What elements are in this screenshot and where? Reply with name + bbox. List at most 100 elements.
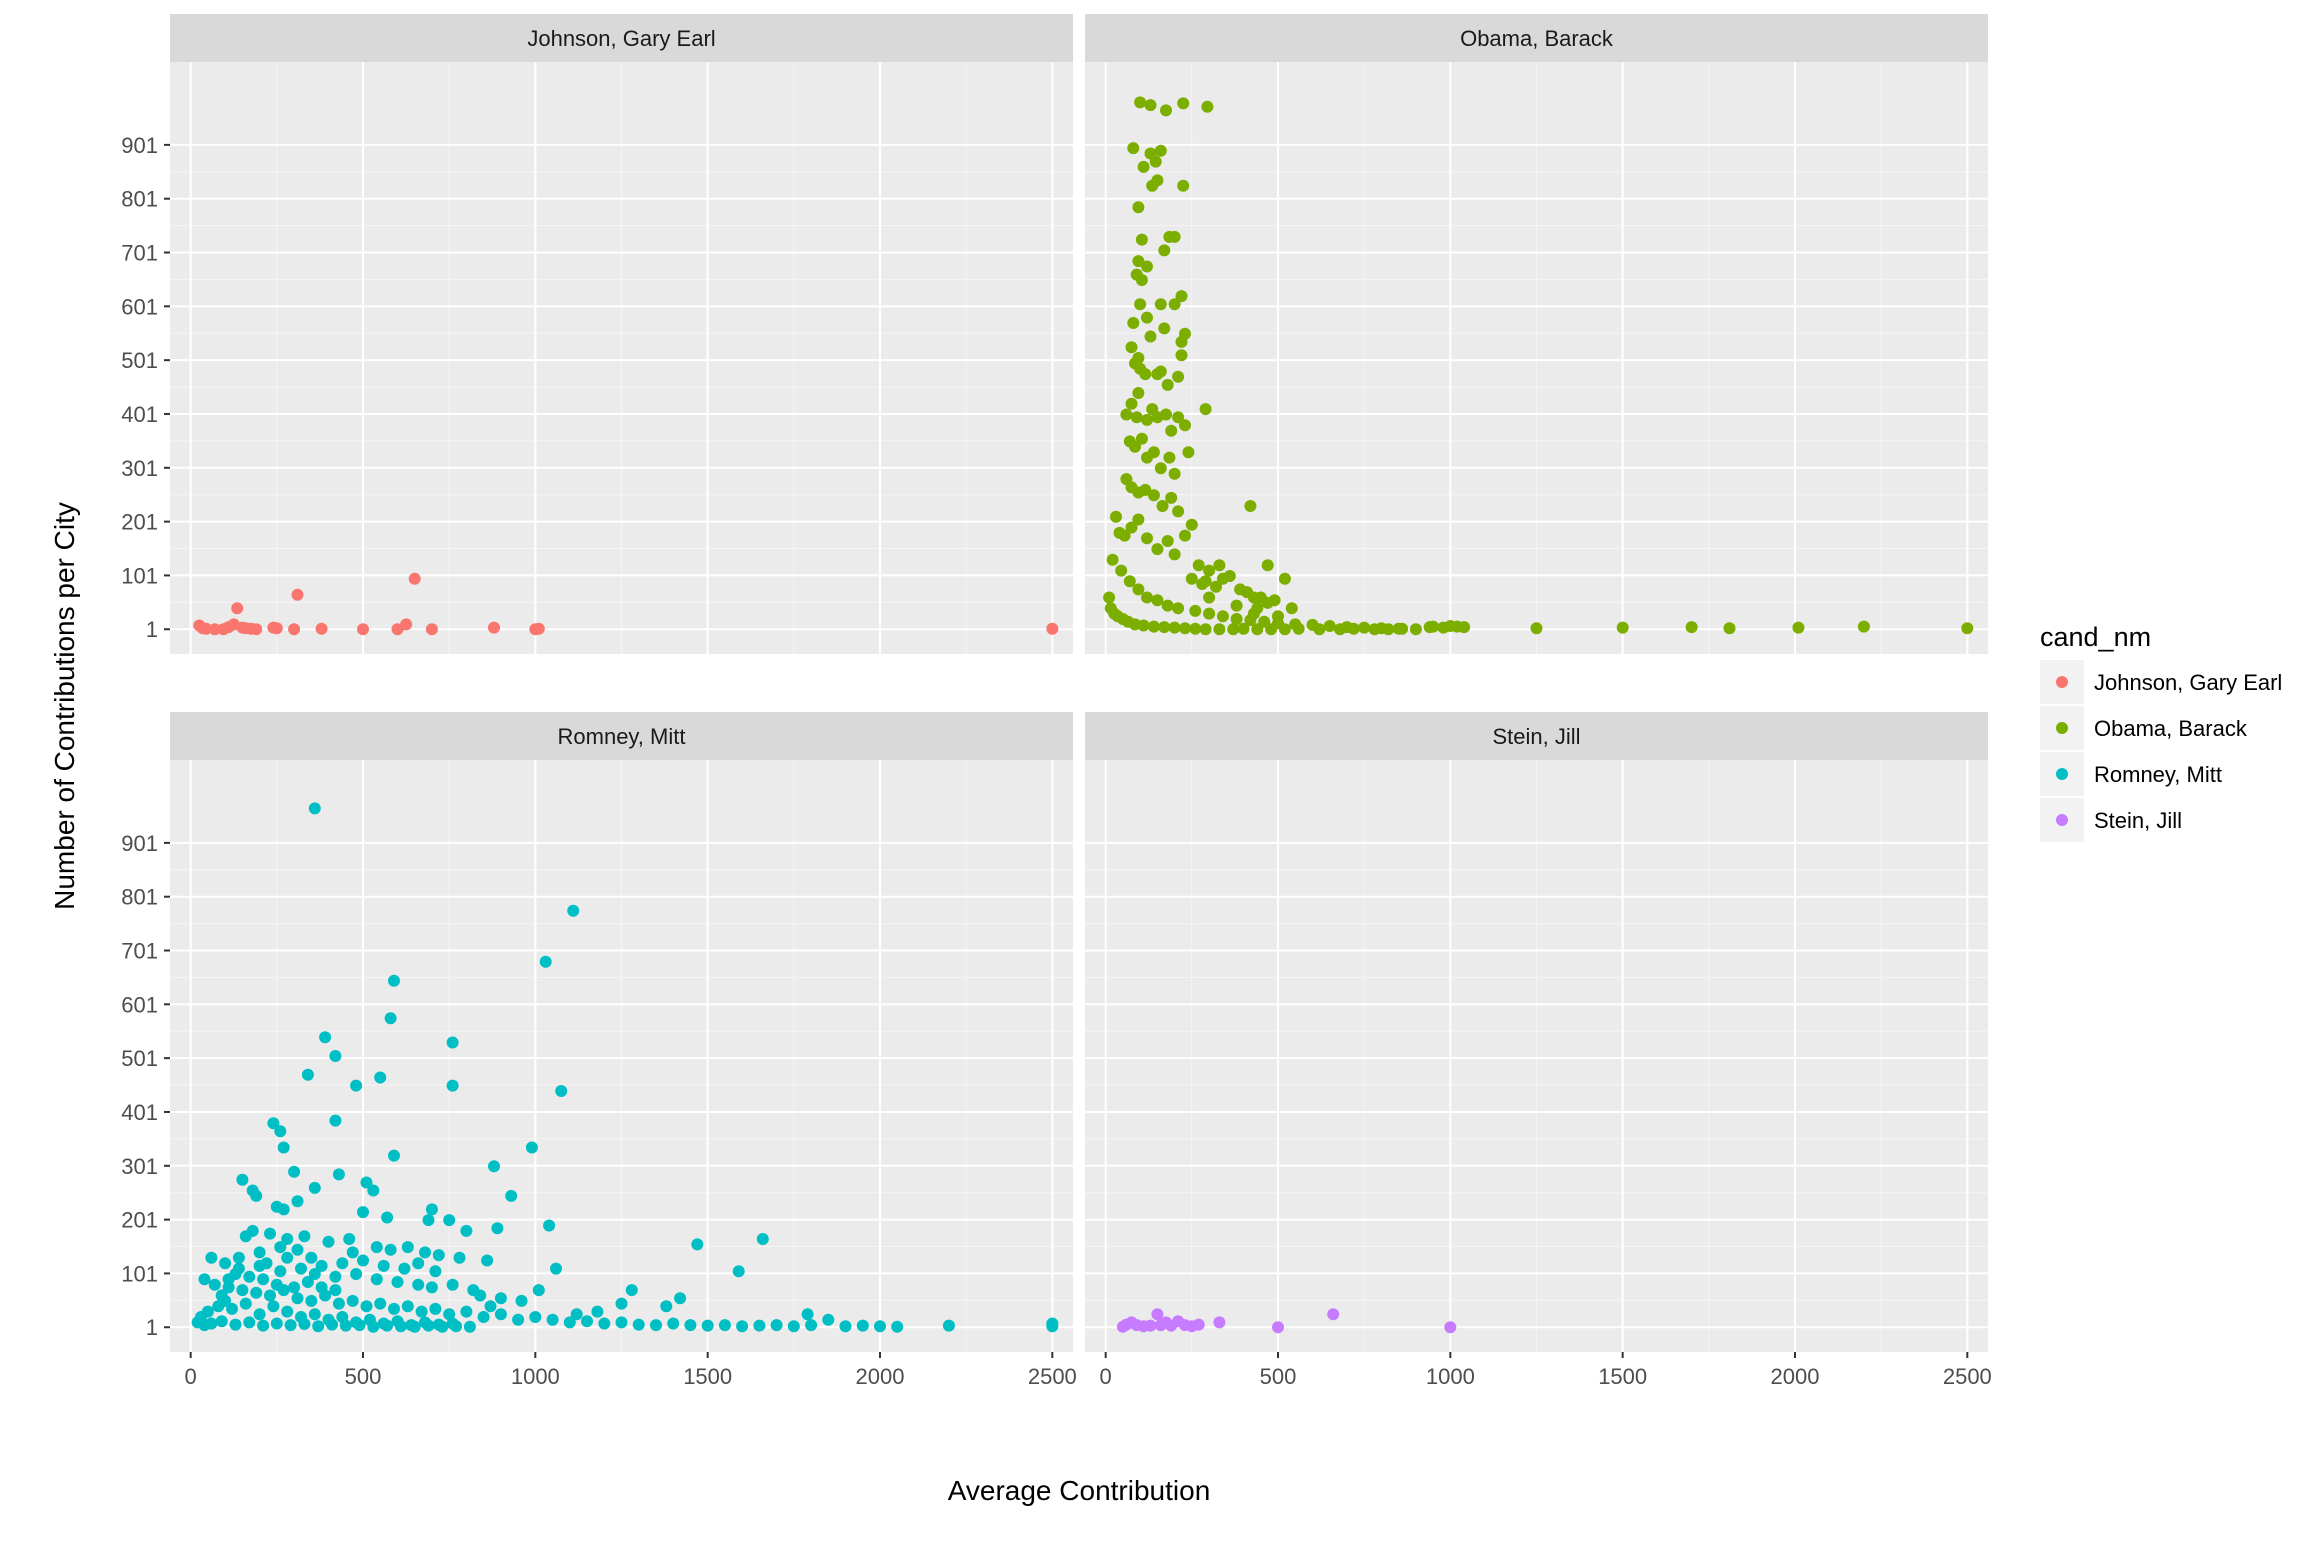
data-point <box>288 623 301 636</box>
data-point <box>243 1270 256 1283</box>
data-point <box>460 1224 473 1237</box>
y-tick-label: 301 <box>121 456 158 481</box>
data-point <box>339 1319 352 1332</box>
data-point <box>322 1235 335 1248</box>
data-point <box>381 1319 394 1332</box>
data-point <box>1358 621 1371 634</box>
data-point <box>270 1278 283 1291</box>
data-point <box>232 1251 245 1264</box>
data-point <box>488 1160 500 1173</box>
legend-entry-label: Romney, Mitt <box>2094 762 2222 787</box>
data-point <box>736 1320 749 1333</box>
data-point <box>1127 142 1140 155</box>
data-point <box>1179 327 1191 340</box>
data-point <box>1154 365 1167 378</box>
data-point <box>1268 594 1281 607</box>
data-point <box>274 1241 287 1254</box>
data-point <box>1179 622 1191 635</box>
data-point <box>243 1316 256 1329</box>
data-point <box>422 1319 435 1332</box>
data-point <box>1458 621 1471 634</box>
data-point <box>1427 620 1440 633</box>
data-point <box>1158 621 1171 634</box>
data-point <box>1154 298 1167 311</box>
data-point <box>298 1318 311 1330</box>
data-point <box>1151 543 1164 556</box>
data-point <box>874 1320 886 1333</box>
data-point <box>291 1243 304 1256</box>
data-point <box>377 1259 390 1272</box>
data-point <box>1129 440 1141 453</box>
data-point <box>1172 602 1185 615</box>
data-point <box>1199 403 1212 416</box>
data-point <box>1189 604 1202 617</box>
data-point <box>1123 575 1136 588</box>
data-point <box>1147 446 1160 459</box>
data-point <box>367 1184 380 1197</box>
data-point <box>1210 580 1222 593</box>
data-point <box>1347 622 1360 635</box>
data-point <box>446 1278 459 1291</box>
data-point <box>1115 564 1128 577</box>
data-point <box>667 1317 680 1330</box>
data-point <box>539 955 552 968</box>
data-point <box>1141 532 1153 545</box>
data-point <box>581 1315 593 1328</box>
data-point <box>291 1292 304 1305</box>
data-point <box>208 1278 221 1291</box>
data-point <box>200 622 213 635</box>
data-point <box>1151 1308 1164 1321</box>
data-point <box>787 1320 800 1333</box>
data-point <box>305 1251 318 1264</box>
y-tick-label: 501 <box>121 1046 158 1071</box>
y-tick-label: 701 <box>121 241 158 266</box>
data-point <box>1792 621 1805 634</box>
data-point <box>236 1284 249 1297</box>
data-point <box>357 1206 369 1219</box>
data-point <box>801 1308 814 1321</box>
data-point <box>374 1071 387 1084</box>
data-point <box>1132 255 1145 268</box>
data-point <box>1132 201 1145 214</box>
data-point <box>1368 623 1381 636</box>
data-point <box>253 1246 266 1259</box>
data-point <box>1247 607 1260 620</box>
data-point <box>1323 620 1336 632</box>
data-point <box>446 1079 459 1092</box>
data-point <box>1158 244 1171 257</box>
data-point <box>1616 621 1629 634</box>
data-point <box>408 1320 421 1333</box>
data-point <box>1334 623 1346 636</box>
y-tick-label: 401 <box>121 402 158 427</box>
data-point <box>543 1219 556 1232</box>
data-point <box>274 1265 287 1278</box>
data-point <box>1161 378 1174 391</box>
data-point <box>443 1308 456 1321</box>
data-point <box>260 1257 273 1270</box>
legend-swatch <box>2056 676 2068 688</box>
y-tick-label: 801 <box>121 187 158 212</box>
data-point <box>488 621 500 634</box>
data-point <box>1185 518 1198 531</box>
data-point <box>1160 408 1172 421</box>
legend-title: cand_nm <box>2040 622 2151 652</box>
data-point <box>236 1173 249 1186</box>
data-point <box>370 1241 383 1254</box>
data-point <box>598 1317 611 1330</box>
data-point <box>1189 622 1202 635</box>
data-point <box>1137 160 1150 173</box>
data-point <box>250 623 263 636</box>
data-point <box>1135 432 1148 445</box>
data-point <box>856 1319 869 1332</box>
data-point <box>429 1302 442 1315</box>
legend-swatch <box>2056 814 2068 826</box>
data-point <box>270 1317 283 1330</box>
data-point <box>270 622 283 635</box>
data-point <box>805 1319 818 1332</box>
data-point <box>350 1079 363 1092</box>
data-point <box>1168 230 1181 243</box>
data-point <box>453 1251 466 1264</box>
data-point <box>343 1233 356 1245</box>
